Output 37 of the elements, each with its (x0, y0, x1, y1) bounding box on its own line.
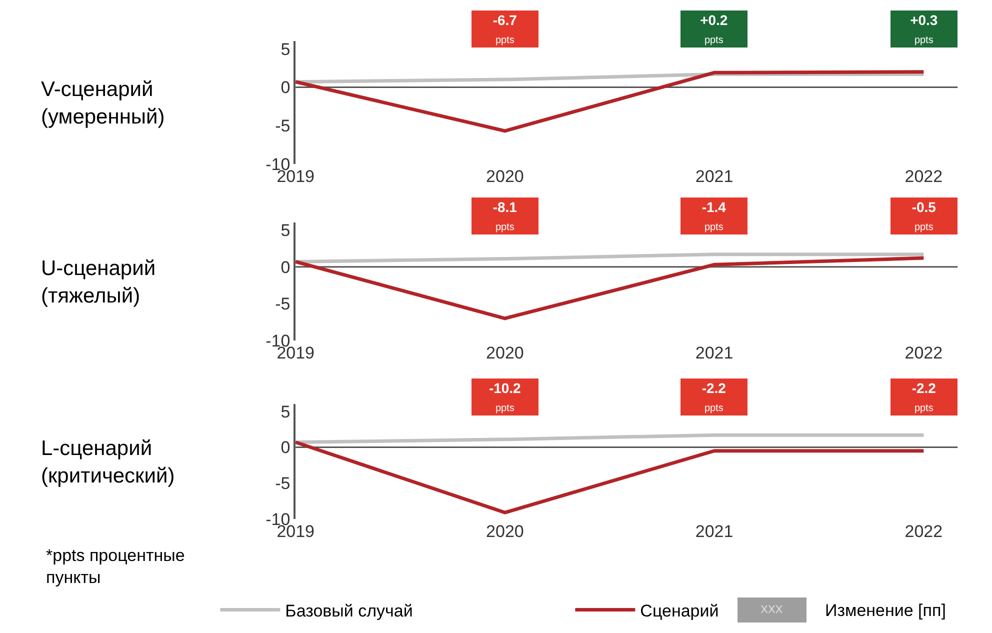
line-series (296, 70, 926, 133)
y-tick-label: 0 (280, 78, 290, 98)
y-tick-label: -5 (275, 294, 290, 314)
annotation: +0.3 ppts (910, 12, 938, 46)
text: *ppts процентные пункты (46, 546, 185, 588)
annotation: -1.4 ppts (702, 199, 726, 234)
y-tick-label: 0 (280, 258, 290, 277)
x-tick-label: 2021 (695, 343, 734, 362)
y-tick-label: 5 (280, 221, 290, 240)
x-tick-label: 2022 (904, 166, 943, 186)
annotation: -8.1 ppts (492, 199, 518, 234)
line-series (296, 256, 926, 320)
x-tick-label: 2022 (904, 343, 943, 362)
text: XXX (760, 604, 784, 616)
x-tick-label: 2021 (695, 522, 734, 542)
annotation: +0.2 ppts (700, 12, 728, 46)
text: Изменение [пп] (825, 601, 946, 620)
x-tick-label: 2020 (486, 343, 524, 362)
x-tick-label: 2022 (904, 522, 943, 542)
text: L-сценарий (критический) (41, 437, 175, 488)
y-tick-label: -5 (275, 116, 290, 136)
y-tick-label: 5 (280, 402, 290, 422)
annotation: -0.5 ppts (912, 199, 936, 234)
text: V-сценарий (умеренный) (41, 78, 165, 128)
legend-label: Базовый случай (285, 601, 413, 620)
annotation: -10.2 ppts (488, 380, 522, 414)
text: U-сценарий (тяжелый) (41, 257, 156, 308)
annotation: -6.7 ppts (492, 12, 518, 46)
annotation: -2.2 ppts (912, 380, 936, 414)
y-tick-label: 0 (280, 438, 290, 458)
annotation: -2.2 ppts (702, 380, 726, 414)
y-tick-label: 5 (280, 40, 290, 59)
y-tick-label: -5 (275, 474, 290, 494)
x-tick-label: 2020 (486, 522, 524, 542)
x-tick-label: 2021 (695, 166, 734, 186)
x-tick-label: 2020 (486, 166, 524, 186)
legend-label: Сценарий (640, 601, 719, 620)
